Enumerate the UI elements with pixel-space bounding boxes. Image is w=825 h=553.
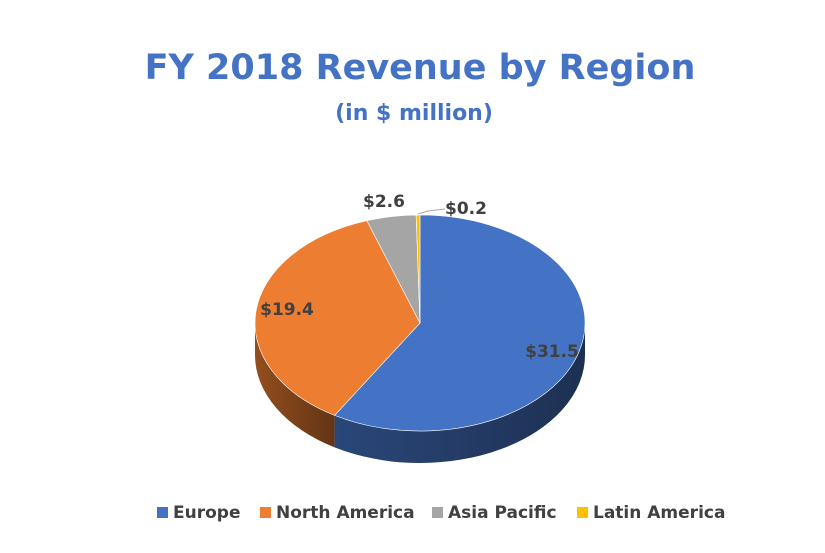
data-label-asia-pacific: $2.6	[363, 192, 405, 212]
data-labels: $31.5 $19.4 $2.6 $0.2	[260, 192, 579, 362]
slice-europe[interactable]	[334, 214, 586, 432]
pie-3d-sides	[255, 323, 585, 463]
legend-label-europe: Europe	[173, 503, 240, 523]
chart-subtitle: (in $ million)	[335, 101, 493, 126]
data-label-europe: $31.5	[525, 342, 579, 362]
slice-north-america[interactable]	[254, 220, 421, 416]
legend: Europe North America Asia Pacific Latin Ame…	[157, 503, 725, 523]
chart-title: FY 2018 Revenue by Region	[145, 48, 696, 88]
legend-swatch-europe	[157, 507, 168, 518]
legend-swatch-north-america	[260, 507, 271, 518]
pie-slices	[254, 214, 586, 432]
legend-label-latin-america: Latin America	[593, 503, 725, 523]
legend-label-asia-pacific: Asia Pacific	[448, 503, 557, 523]
slice-side-north-america	[255, 323, 335, 448]
data-label-north-america: $19.4	[260, 300, 314, 320]
leader-lines	[417, 208, 446, 215]
legend-swatch-asia-pacific	[432, 507, 443, 518]
legend-label-north-america: North America	[276, 503, 415, 523]
data-label-latin-america: $0.2	[445, 199, 487, 219]
legend-swatch-latin-america	[577, 507, 588, 518]
slice-latin-america[interactable]	[415, 214, 421, 324]
slice-side-europe	[334, 323, 585, 463]
leader-line-latin-america	[417, 208, 446, 215]
